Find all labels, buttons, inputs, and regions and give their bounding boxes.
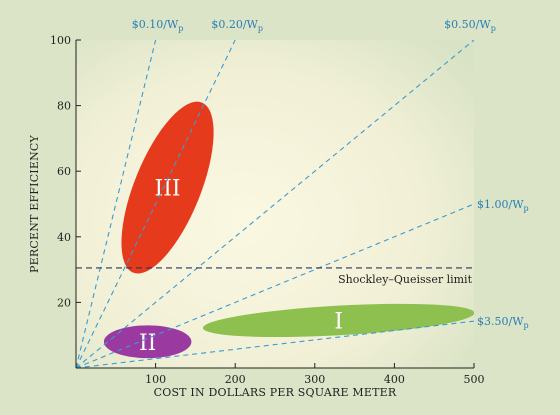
cost-line-4 — [76, 320, 474, 368]
y-axis-title: PERCENT EFFICIENCY — [28, 134, 41, 272]
cost-line-label-subscript: p — [491, 24, 496, 33]
cost-line-label-subscript: p — [178, 24, 183, 33]
cost-line-label-text: $1.00/W — [477, 198, 524, 211]
x-tick-label: 400 — [384, 373, 405, 386]
cost-line-label-4: $3.50/Wp — [477, 315, 529, 330]
x-axis-title: COST IN DOLLARS PER SQUARE METER — [154, 386, 397, 399]
cost-line-2 — [76, 40, 474, 368]
y-tick-label: 40 — [57, 231, 71, 244]
cost-line-label-text: $0.20/W — [211, 18, 258, 31]
y-tick-label: 60 — [57, 165, 71, 178]
cost-line-label-0: $0.10/Wp — [132, 18, 184, 33]
cost-line-label-text: $0.10/W — [132, 18, 179, 31]
x-tick-label: 200 — [225, 373, 246, 386]
axes-layer: 100 200 300 400 500 20 40 60 80 100 — [50, 34, 485, 386]
region-i-label: I — [334, 309, 343, 334]
cost-line-label-1: $0.20/Wp — [211, 18, 263, 33]
cost-line-label-subscript: p — [258, 24, 263, 33]
y-tick-label: 80 — [57, 100, 71, 113]
cost-line-label-2: $0.50/Wp — [444, 18, 496, 33]
y-tick-label: 100 — [50, 34, 71, 47]
cost-line-label-subscript: p — [524, 321, 529, 330]
cost-line-1 — [76, 40, 236, 368]
region-iii-shape — [121, 101, 214, 274]
cost-line-label-text: $3.50/W — [477, 315, 524, 328]
cost-line-label-subscript: p — [524, 204, 529, 213]
region-i-shape — [202, 303, 474, 338]
cost-lines-layer — [76, 40, 474, 368]
y-tick-label: 20 — [57, 296, 71, 309]
cost-line-label-text: $0.50/W — [444, 18, 491, 31]
shockley-queisser-label: Shockley–Queisser limit — [338, 273, 472, 286]
cost-line-label-3: $1.00/Wp — [477, 198, 529, 213]
x-tick-label: 300 — [304, 373, 325, 386]
region-ii-label: II — [139, 331, 156, 356]
x-tick-label: 500 — [464, 373, 485, 386]
cost-line-0 — [76, 40, 157, 368]
x-tick-label: 100 — [145, 373, 166, 386]
region-ii-shape — [103, 325, 192, 359]
